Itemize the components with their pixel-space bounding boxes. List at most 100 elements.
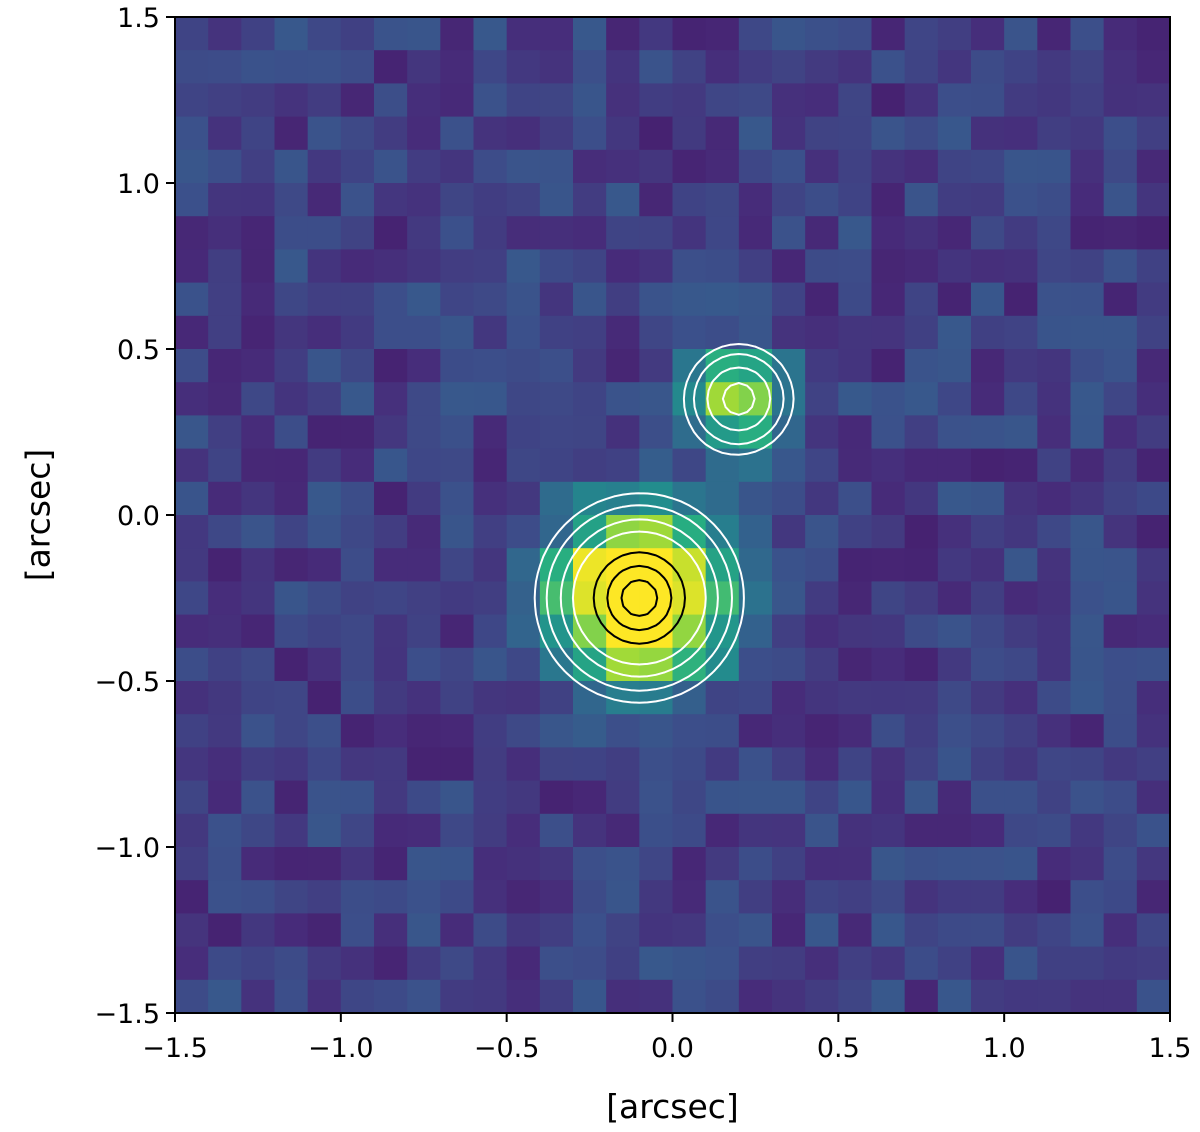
heatmap-pixel: [407, 415, 441, 450]
heatmap-pixel: [573, 415, 607, 450]
heatmap-pixel: [1004, 647, 1038, 682]
heatmap-pixel: [639, 50, 674, 84]
heatmap-pixel: [440, 581, 475, 616]
heatmap-pixel: [1070, 515, 1105, 549]
heatmap-pixel: [606, 282, 640, 317]
heatmap-pixel: [937, 581, 972, 616]
heatmap-pixel: [606, 216, 640, 250]
heatmap-pixel: [340, 515, 375, 549]
heatmap-pixel: [374, 847, 408, 881]
heatmap-pixel: [175, 614, 209, 649]
heatmap-pixel: [506, 813, 541, 848]
heatmap-pixel: [340, 183, 375, 217]
heatmap-pixel: [606, 415, 640, 450]
heatmap-pixel: [307, 681, 342, 715]
heatmap-pixel: [1037, 581, 1072, 616]
x-tick-label: −1.5: [142, 1033, 208, 1064]
heatmap-pixel: [374, 747, 408, 782]
heatmap-pixel: [904, 50, 939, 84]
heatmap-pixel: [805, 880, 839, 914]
heatmap-pixel: [805, 548, 839, 582]
heatmap-pixel: [1037, 548, 1072, 582]
heatmap-pixel: [772, 847, 806, 881]
heatmap-pixel: [573, 315, 607, 350]
heatmap-pixel: [1136, 415, 1171, 450]
heatmap-pixel: [440, 780, 475, 815]
heatmap-pixel: [871, 780, 906, 815]
heatmap-pixel: [772, 714, 806, 748]
heatmap-pixel: [738, 249, 773, 284]
heatmap-pixel: [274, 83, 309, 118]
heatmap-pixel: [838, 847, 873, 881]
heatmap-pixel: [606, 780, 640, 815]
heatmap-pixel: [374, 614, 408, 649]
heatmap-pixel: [1136, 382, 1171, 416]
heatmap-pixel: [772, 913, 806, 948]
heatmap-pixel: [1103, 780, 1138, 815]
heatmap-pixel: [738, 116, 773, 151]
heatmap-pixel: [573, 50, 607, 84]
heatmap-pixel: [506, 714, 541, 748]
heatmap-pixel: [805, 515, 839, 549]
heatmap-pixel: [506, 382, 541, 416]
heatmap-pixel: [639, 116, 674, 151]
heatmap-pixel: [838, 415, 873, 450]
heatmap-pixel: [1103, 747, 1138, 782]
heatmap-pixel: [440, 714, 475, 748]
heatmap-pixel: [1070, 17, 1105, 51]
heatmap-pixel: [1037, 614, 1072, 649]
heatmap-pixel: [639, 282, 674, 317]
heatmap-pixel: [871, 847, 906, 881]
heatmap-pixel: [838, 548, 873, 582]
heatmap-pixel: [1136, 216, 1171, 250]
heatmap-pixel: [440, 116, 475, 151]
heatmap-pixel: [805, 50, 839, 84]
heatmap-pixel: [274, 315, 309, 350]
heatmap-pixel: [1103, 382, 1138, 416]
heatmap-pixel: [971, 714, 1005, 748]
heatmap-pixel: [705, 714, 740, 748]
heatmap-pixel: [241, 183, 276, 217]
heatmap-pixel: [175, 216, 209, 250]
heatmap-pixel: [738, 813, 773, 848]
heatmap-pixel: [606, 249, 640, 284]
heatmap-pixel: [672, 847, 707, 881]
heatmap-pixel: [937, 979, 972, 1014]
heatmap-pixel: [1004, 481, 1038, 516]
heatmap-pixel: [1070, 880, 1105, 914]
heatmap-pixel: [971, 913, 1005, 948]
heatmap-pixel: [241, 548, 276, 582]
heatmap-pixel: [241, 349, 276, 383]
heatmap-pixel: [1103, 515, 1138, 549]
heatmap-pixel: [473, 50, 508, 84]
heatmap-pixel: [838, 315, 873, 350]
heatmap-pixel: [1103, 614, 1138, 649]
heatmap-pixel: [838, 282, 873, 317]
heatmap-pixel: [539, 913, 574, 948]
heatmap-pixel: [838, 979, 873, 1014]
heatmap-pixel: [805, 813, 839, 848]
heatmap-pixel: [672, 216, 707, 250]
heatmap-pixel: [307, 813, 342, 848]
heatmap-pixel: [772, 747, 806, 782]
heatmap-pixel: [473, 780, 508, 815]
heatmap-pixel: [838, 681, 873, 715]
heatmap-pixel: [340, 548, 375, 582]
heatmap-pixel: [208, 282, 242, 317]
heatmap-pixel: [838, 249, 873, 284]
heatmap-pixel: [937, 647, 972, 682]
heatmap-pixel: [274, 17, 309, 51]
heatmap-pixel: [937, 50, 972, 84]
x-tick-label: 0.5: [817, 1033, 860, 1064]
heatmap-pixel: [506, 50, 541, 84]
heatmap-pixel: [738, 481, 773, 516]
heatmap-pixel: [838, 481, 873, 516]
y-tick-label: −1.0: [94, 833, 160, 864]
heatmap-pixel: [705, 780, 740, 815]
heatmap-pixel: [407, 315, 441, 350]
contour-line: [592, 551, 686, 645]
heatmap-pixel: [1070, 847, 1105, 881]
heatmap-pixel: [639, 813, 674, 848]
heatmap-pixel: [539, 747, 574, 782]
heatmap-pixel: [539, 979, 574, 1014]
